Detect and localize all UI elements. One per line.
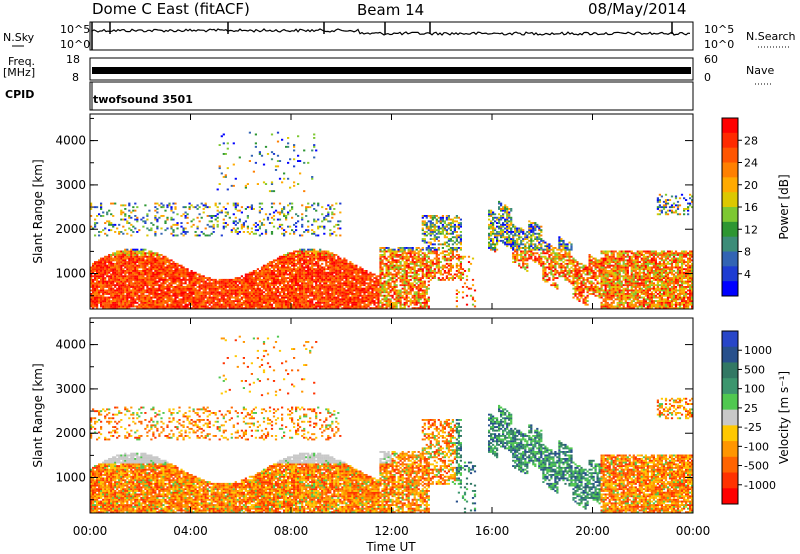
colorbar-swatch [722, 266, 738, 282]
nsearch-tick-low: 10^0 [704, 38, 735, 51]
freq-label-line1: Freq. [8, 55, 36, 68]
colorbar-swatch [722, 147, 738, 163]
colorbar-tick-label: 12 [744, 223, 758, 236]
xtick-label: 04:00 [173, 524, 208, 538]
nsky-label: N.Sky [3, 31, 35, 44]
nave-tick-high: 60 [704, 53, 718, 66]
ytick-label: 2000 [55, 426, 86, 440]
colorbar-tick-label: -100 [744, 440, 769, 453]
colorbar-tick-label: 8 [744, 246, 751, 259]
nsky-trace-line [91, 28, 691, 36]
slant-range-label: Slant Range [km] [31, 363, 45, 467]
colorbar-tick-label: 25 [744, 402, 758, 415]
power-panel: 4000 3000 2000 1000 Slant Range [km] [31, 113, 694, 310]
colorbar-swatch [722, 132, 738, 149]
freq-tick-low: 8 [72, 71, 79, 84]
colorbar-tick-label: 24 [744, 157, 758, 170]
ytick-label: 3000 [55, 382, 86, 396]
velocity-colorbar: 1000 500 100 25 -25 -100 -500 -1000 Velocity [m … [721, 330, 791, 505]
colorbar-swatch [722, 472, 738, 489]
nave-label: Nave [746, 64, 775, 77]
colorbar-swatch [722, 378, 738, 395]
colorbar-swatch [722, 346, 738, 363]
nsky-panel [89, 21, 694, 51]
xtick-label: 16:00 [475, 524, 510, 538]
colorbar-tick-label: 16 [744, 201, 758, 214]
ytick-label: 3000 [55, 178, 86, 192]
xtick-label: 08:00 [274, 524, 309, 538]
colorbar-tick-label: 20 [744, 179, 758, 192]
nave-tick-low: 0 [704, 71, 711, 84]
nsky-tick-low: 10^0 [60, 38, 91, 51]
colorbar-tick-label: -25 [744, 421, 762, 434]
colorbar-swatch [722, 118, 738, 134]
colorbar-swatch [722, 162, 738, 178]
colorbar-label: Power [dB] [777, 174, 791, 239]
freq-tick-high: 18 [66, 53, 80, 66]
power-echo-cells [90, 131, 694, 310]
colorbar-swatch [722, 409, 738, 426]
colorbar-swatch [722, 425, 738, 442]
colorbar-tick-label: -1000 [744, 479, 776, 492]
vel-echo-cells [90, 335, 694, 514]
slant-range-label: Slant Range [km] [31, 159, 45, 263]
xtick-label: 20:00 [575, 524, 610, 538]
colorbar-tick-label: 28 [744, 134, 758, 147]
colorbar-swatch [722, 207, 738, 223]
colorbar-swatch [722, 441, 738, 458]
colorbar-swatch [722, 192, 738, 208]
colorbar-tick-label: 1000 [744, 344, 772, 357]
colorbar-swatch [722, 281, 738, 297]
colorbar-swatch [722, 177, 738, 193]
freq-trace [92, 67, 691, 74]
nsearch-label: N.Search [746, 30, 796, 43]
colorbar-label: Velocity [m s⁻¹] [777, 371, 791, 464]
xtick-label: 12:00 [374, 524, 409, 538]
colorbar-tick-label: 500 [744, 363, 765, 376]
colorbar-swatch [722, 362, 738, 379]
colorbar-swatch [722, 221, 738, 238]
ytick-label: 4000 [55, 134, 86, 148]
station-title: Dome C East (fitACF) [92, 0, 250, 18]
ytick-label: 1000 [55, 471, 86, 485]
cpid-value: twofsound 3501 [93, 93, 193, 106]
beam-title: Beam 14 [357, 1, 425, 19]
colorbar-tick-label: 4 [744, 268, 751, 281]
colorbar-swatch [722, 331, 738, 348]
colorbar-swatch [722, 488, 738, 505]
colorbar-swatch [722, 456, 738, 474]
freq-label-line2: [MHz] [3, 66, 36, 79]
time-axis-label: Time UT [365, 540, 416, 554]
freq-panel [89, 57, 694, 81]
colorbar-swatch [722, 236, 738, 252]
ytick-label: 4000 [55, 338, 86, 352]
nsearch-tick-high: 10^5 [704, 23, 735, 36]
cpid-label: CPID [5, 88, 35, 101]
ytick-label: 1000 [55, 267, 86, 281]
colorbar-tick-label: 100 [744, 383, 765, 396]
colorbar-frame [721, 330, 739, 505]
colorbar-swatch [722, 393, 738, 411]
colorbar-tick-label: -500 [744, 460, 769, 473]
xtick-label: 00:00 [73, 524, 108, 538]
velocity-panel: 4000 3000 2000 1000 Slant Range [km] 00:00 04:… [31, 317, 711, 554]
cpid-panel [89, 81, 694, 111]
colorbar-swatch [722, 251, 738, 267]
nsky-tick-high: 10^5 [60, 23, 91, 36]
xtick-label: 00:00 [676, 524, 711, 538]
power-colorbar: 28 24 20 16 12 8 4 Power [dB] [721, 117, 791, 297]
date-title: 08/May/2014 [588, 0, 687, 18]
ytick-label: 2000 [55, 222, 86, 236]
